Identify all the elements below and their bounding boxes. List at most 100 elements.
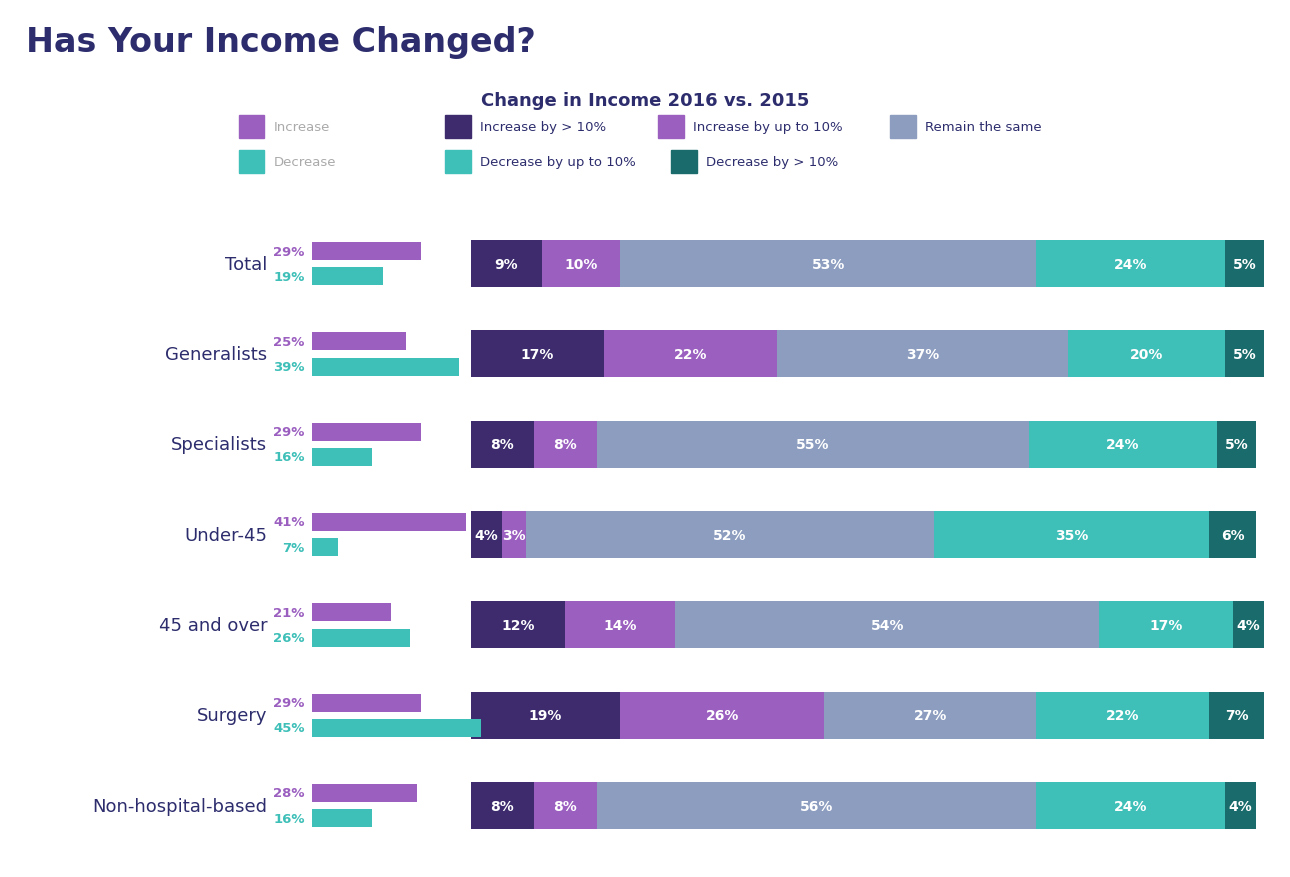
Bar [1028, 421, 1216, 468]
Bar [312, 333, 406, 351]
Bar [534, 782, 596, 829]
Text: 10%: 10% [564, 257, 597, 271]
Text: Increase by up to 10%: Increase by up to 10% [693, 121, 842, 133]
Text: 14%: 14% [604, 618, 637, 632]
Bar [824, 692, 1036, 738]
Text: 19%: 19% [273, 270, 304, 283]
Text: 5%: 5% [1233, 257, 1256, 271]
Bar [1226, 782, 1256, 829]
Bar [1233, 602, 1264, 649]
Text: Change in Income 2016 vs. 2015: Change in Income 2016 vs. 2015 [481, 92, 809, 111]
Text: 39%: 39% [273, 360, 304, 374]
Text: 29%: 29% [273, 696, 304, 709]
Text: 8%: 8% [553, 799, 577, 813]
Bar [620, 241, 1036, 288]
Bar [312, 538, 338, 557]
Text: 25%: 25% [273, 335, 304, 348]
Text: 28%: 28% [273, 787, 304, 800]
Bar [312, 629, 410, 647]
Bar [312, 719, 481, 737]
Text: 8%: 8% [553, 438, 577, 452]
Text: Decrease: Decrease [273, 156, 335, 168]
Text: 5%: 5% [1224, 438, 1249, 452]
Bar [312, 243, 421, 260]
Text: 53%: 53% [811, 257, 845, 271]
Bar [1209, 692, 1264, 738]
Text: 29%: 29% [273, 425, 304, 438]
Text: 17%: 17% [521, 347, 555, 361]
Text: 20%: 20% [1130, 347, 1164, 361]
Text: 29%: 29% [273, 246, 304, 258]
Text: 37%: 37% [906, 347, 939, 361]
Bar [471, 511, 502, 559]
Bar [1099, 602, 1233, 649]
Bar [471, 692, 620, 738]
Bar [312, 784, 418, 802]
Text: 3%: 3% [502, 528, 526, 542]
Text: Decrease by up to 10%: Decrease by up to 10% [480, 156, 636, 168]
Text: 7%: 7% [283, 541, 304, 554]
Bar [471, 782, 534, 829]
Bar [312, 603, 391, 622]
Bar [526, 511, 934, 559]
Text: Total: Total [224, 255, 267, 274]
Text: 4%: 4% [475, 528, 498, 542]
Bar [312, 694, 421, 712]
Text: 54%: 54% [871, 618, 904, 632]
Text: Surgery: Surgery [196, 706, 267, 724]
Text: 56%: 56% [800, 799, 833, 813]
Bar [534, 421, 596, 468]
Text: 35%: 35% [1055, 528, 1089, 542]
Bar [312, 268, 383, 286]
Text: 6%: 6% [1220, 528, 1245, 542]
Bar [1226, 241, 1264, 288]
Bar [471, 241, 542, 288]
Bar [777, 332, 1068, 378]
Bar [596, 782, 1036, 829]
Text: 12%: 12% [502, 618, 535, 632]
Text: 8%: 8% [490, 799, 515, 813]
Text: 9%: 9% [494, 257, 519, 271]
Text: Generalists: Generalists [165, 346, 267, 364]
Text: 24%: 24% [1115, 799, 1147, 813]
Bar [312, 809, 372, 827]
Bar [1036, 692, 1209, 738]
Bar [542, 241, 620, 288]
Bar [605, 332, 777, 378]
Bar [471, 421, 534, 468]
Text: 26%: 26% [706, 709, 739, 723]
Text: 27%: 27% [913, 709, 947, 723]
Text: Under-45: Under-45 [184, 526, 267, 544]
Bar [1068, 332, 1226, 378]
Text: 5%: 5% [1233, 347, 1256, 361]
Text: 16%: 16% [273, 451, 304, 464]
Text: 22%: 22% [1106, 709, 1139, 723]
Bar [1209, 511, 1256, 559]
Text: Increase: Increase [273, 121, 330, 133]
Text: 24%: 24% [1106, 438, 1139, 452]
Text: 17%: 17% [1149, 618, 1183, 632]
Text: 8%: 8% [490, 438, 515, 452]
Text: 41%: 41% [273, 516, 304, 529]
Text: 19%: 19% [529, 709, 562, 723]
Text: Has Your Income Changed?: Has Your Income Changed? [26, 26, 535, 60]
Text: 16%: 16% [273, 812, 304, 824]
Text: 45%: 45% [273, 722, 304, 735]
Text: 4%: 4% [1229, 799, 1253, 813]
Text: 4%: 4% [1237, 618, 1260, 632]
Bar [471, 332, 605, 378]
Text: Decrease by > 10%: Decrease by > 10% [706, 156, 839, 168]
Text: 45 and over: 45 and over [159, 617, 267, 634]
Text: 26%: 26% [273, 631, 304, 645]
Bar [471, 602, 565, 649]
Bar [620, 692, 824, 738]
Bar [565, 602, 675, 649]
Bar [312, 513, 466, 531]
Bar [312, 448, 372, 467]
Bar [596, 421, 1028, 468]
Text: 21%: 21% [273, 606, 304, 619]
Text: Non-hospital-based: Non-hospital-based [92, 796, 267, 815]
Text: 7%: 7% [1226, 709, 1249, 723]
Text: Increase by > 10%: Increase by > 10% [480, 121, 606, 133]
Text: Specialists: Specialists [172, 436, 267, 453]
